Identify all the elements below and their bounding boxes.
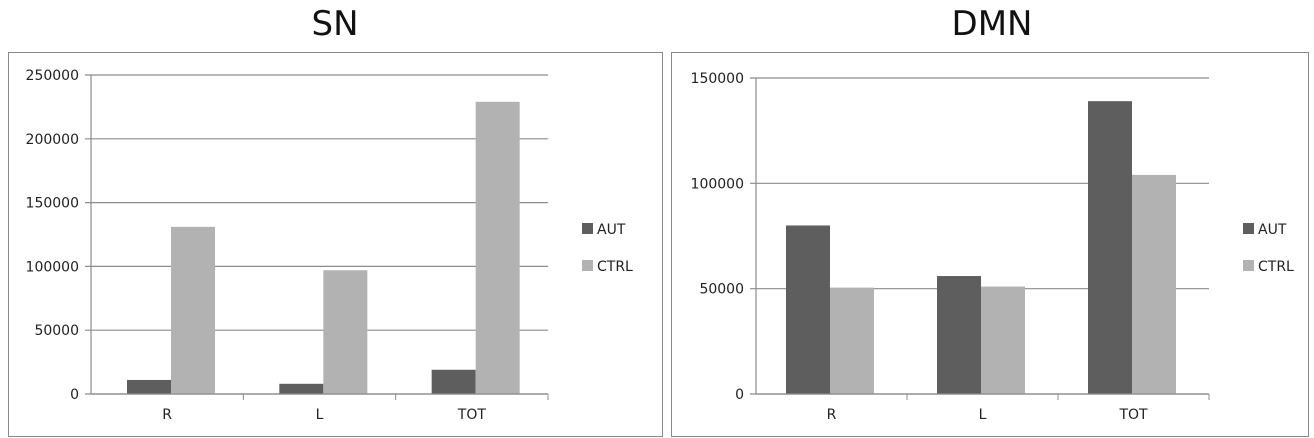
sn-y-tick-label: 0 <box>70 387 79 403</box>
sn-bar-aut-r <box>127 379 171 394</box>
dmn-bar-aut-tot <box>1088 101 1132 394</box>
sn-y-tick-label: 100000 <box>26 259 79 275</box>
dmn-chart-title: DMN <box>951 4 1033 44</box>
dmn-y-tick-label: 0 <box>735 387 744 403</box>
sn-x-category-label: L <box>316 407 324 423</box>
dmn-chart-plot: 0 50000 100000 150000 R L TOT AUT CTRL <box>691 71 1295 423</box>
dmn-y-tick-label: 100000 <box>691 176 744 192</box>
dmn-bar-ctrl-r <box>830 287 874 394</box>
sn-bar-ctrl-r <box>171 226 215 394</box>
dmn-bar-aut-l <box>937 276 981 394</box>
sn-y-tick-label: 200000 <box>26 132 79 148</box>
dmn-legend-swatch-ctrl <box>1243 260 1254 271</box>
sn-legend-label-aut: AUT <box>597 222 626 238</box>
dmn-bar-ctrl-l <box>981 286 1025 394</box>
sn-x-category-label: R <box>162 407 172 423</box>
dmn-y-tick-label: 150000 <box>691 71 744 87</box>
sn-legend-swatch-ctrl <box>582 260 593 271</box>
sn-y-tick-label: 50000 <box>34 323 79 339</box>
dmn-y-tick-label: 50000 <box>699 282 744 298</box>
dmn-bar-ctrl-tot <box>1132 174 1176 394</box>
sn-bar-aut-tot <box>431 369 476 394</box>
sn-x-category-label: TOT <box>457 407 487 423</box>
sn-chart-plot: 0 50000 100000 150000 200000 250000 R L TOT AUT CT… <box>26 68 634 423</box>
dmn-legend-label-ctrl: CTRL <box>1258 259 1294 275</box>
dmn-legend-label-aut: AUT <box>1258 222 1287 238</box>
dmn-x-category-label: TOT <box>1118 407 1148 423</box>
sn-bar-aut-l <box>279 383 324 394</box>
sn-bar-ctrl-l <box>323 270 368 394</box>
sn-chart-title: SN <box>311 4 359 44</box>
dmn-bar-aut-r <box>786 225 830 394</box>
sn-legend-swatch-aut <box>582 223 593 234</box>
dmn-x-category-label: R <box>827 407 837 423</box>
sn-y-tick-label: 250000 <box>26 68 79 84</box>
dmn-legend-swatch-aut <box>1243 223 1254 234</box>
dmn-x-category-label: L <box>979 407 987 423</box>
sn-y-tick-label: 150000 <box>26 196 79 212</box>
sn-chart: 0 50000 100000 150000 200000 250000 R L TOT AUT CT… <box>8 52 663 437</box>
sn-legend-label-ctrl: CTRL <box>597 259 633 275</box>
dmn-chart: 0 50000 100000 150000 R L TOT AUT CTRL <box>671 52 1309 437</box>
sn-bar-ctrl-tot <box>475 101 520 394</box>
